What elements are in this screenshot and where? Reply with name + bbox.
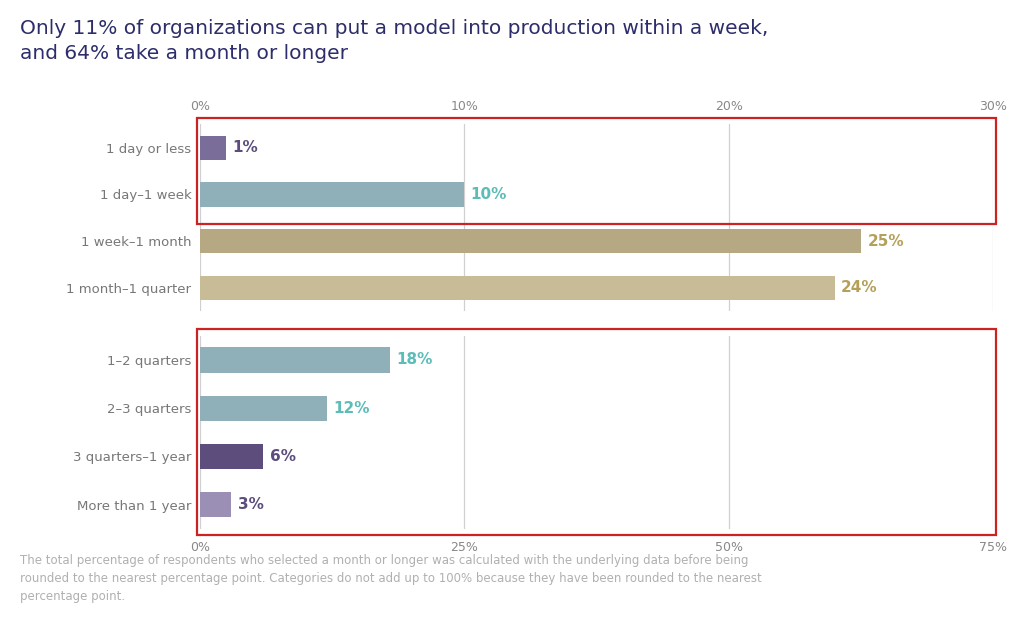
Text: 12%: 12% bbox=[333, 401, 370, 415]
Bar bbox=[200, 492, 231, 517]
Bar bbox=[200, 444, 263, 469]
Bar bbox=[198, 118, 995, 225]
Text: Only 11% of organizations can put a model into production within a week,
and 64%: Only 11% of organizations can put a mode… bbox=[20, 19, 769, 63]
Text: 30%: 30% bbox=[979, 100, 1008, 113]
Text: 25%: 25% bbox=[451, 541, 478, 554]
Text: 1%: 1% bbox=[232, 140, 258, 156]
Bar bbox=[200, 182, 464, 207]
Text: The total percentage of respondents who selected a month or longer was calculate: The total percentage of respondents who … bbox=[20, 554, 762, 603]
Bar bbox=[200, 136, 226, 160]
Bar bbox=[200, 396, 327, 420]
Text: 6%: 6% bbox=[269, 449, 296, 464]
Text: 10%: 10% bbox=[451, 100, 478, 113]
Text: 50%: 50% bbox=[715, 541, 742, 554]
Bar bbox=[200, 276, 835, 300]
Text: 0%: 0% bbox=[189, 100, 210, 113]
Text: 3%: 3% bbox=[238, 497, 263, 512]
Bar bbox=[200, 229, 861, 253]
Text: 20%: 20% bbox=[715, 100, 742, 113]
Text: 10%: 10% bbox=[471, 187, 507, 202]
Bar bbox=[200, 348, 390, 373]
Text: 0%: 0% bbox=[189, 541, 210, 554]
Text: 18%: 18% bbox=[396, 353, 433, 368]
Text: 25%: 25% bbox=[867, 233, 904, 249]
Text: 24%: 24% bbox=[841, 280, 878, 295]
Text: 75%: 75% bbox=[979, 541, 1008, 554]
